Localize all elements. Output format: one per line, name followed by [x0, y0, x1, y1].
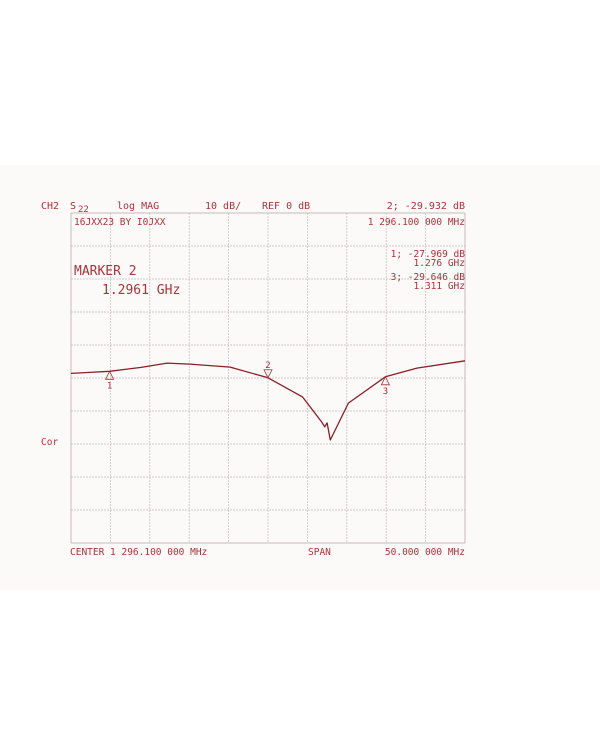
- center-freq-label: CENTER 1 296.100 000 MHz: [70, 547, 207, 558]
- marker-2-triangle: [263, 369, 273, 379]
- marker1-readout-freq: 1.276 GHz: [414, 258, 465, 269]
- marker-box-label: MARKER 2: [74, 264, 137, 279]
- marker-2-label: 2: [265, 361, 270, 371]
- param-subscript: 22: [78, 205, 89, 215]
- trace-line: [70, 360, 466, 441]
- scale-label: 10 dB/: [205, 201, 241, 212]
- active-marker-readout: 2; -29.932 dB: [387, 201, 465, 212]
- marker-3-label: 3: [383, 387, 388, 397]
- cor-label: Cor: [41, 437, 58, 448]
- marker-1-label: 1: [107, 381, 112, 391]
- marker1-readout-db: 1; -27.969 dB: [391, 249, 466, 260]
- span-label: SPAN: [308, 547, 331, 558]
- channel-label: CH2: [41, 201, 59, 212]
- format-label: log MAG: [117, 201, 159, 212]
- marker-1-triangle: [104, 370, 115, 380]
- grid: [70, 212, 466, 544]
- active-marker-freq: 1 296.100 000 MHz: [368, 217, 465, 228]
- ref-label: REF 0 dB: [262, 201, 310, 212]
- param-label: S: [70, 201, 76, 212]
- trace-group: [70, 360, 466, 441]
- marker3-readout-db: 3; -29.646 dB: [391, 272, 466, 283]
- span-value: 50.000 000 MHz: [385, 547, 465, 558]
- marker3-readout-freq: 1.311 GHz: [414, 281, 465, 292]
- markers: 1 2 3: [104, 361, 391, 397]
- paper-sheet: [0, 165, 600, 590]
- title-label: 16JXX23 BY I0JXX: [74, 217, 166, 228]
- marker-box-value: 1.2961 GHz: [102, 283, 180, 298]
- marker-3-triangle: [380, 375, 391, 386]
